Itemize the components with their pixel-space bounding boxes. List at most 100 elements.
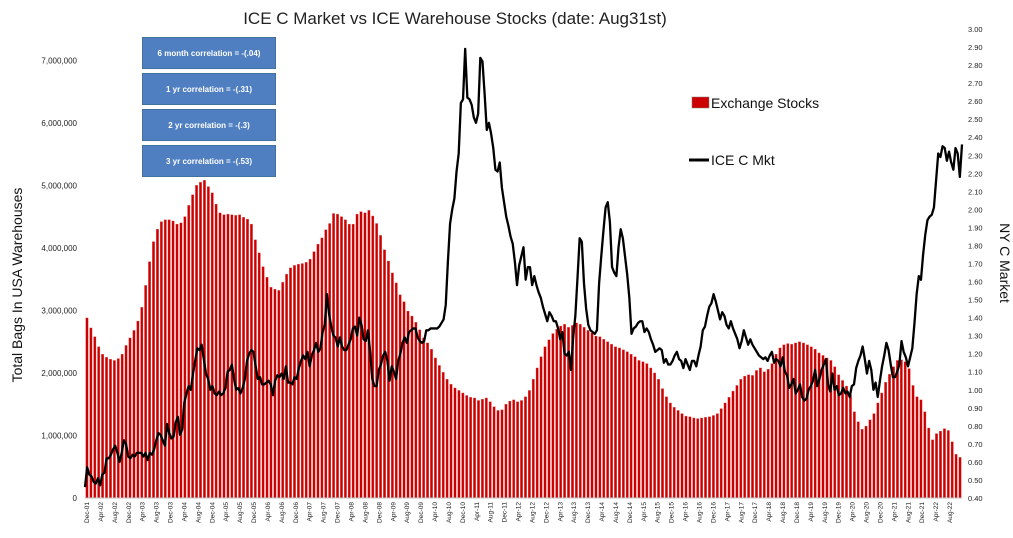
bar xyxy=(457,390,461,499)
x-tick-label: Apr-13 xyxy=(557,502,564,522)
bar xyxy=(218,212,222,499)
bar xyxy=(535,367,539,499)
y2-tick-label: 1.40 xyxy=(968,314,983,323)
bar xyxy=(242,217,245,499)
y2-tick-label: 2.80 xyxy=(968,61,983,70)
bar xyxy=(852,411,856,499)
bar xyxy=(465,395,469,499)
bar xyxy=(277,290,281,499)
bar xyxy=(453,387,457,499)
bar xyxy=(496,410,500,499)
bar xyxy=(578,324,582,499)
bar xyxy=(884,382,888,499)
bar xyxy=(805,344,809,499)
bar xyxy=(316,243,320,499)
x-tick-label: Aug-18 xyxy=(780,502,787,523)
x-tick-label: Aug-09 xyxy=(404,502,411,523)
bar xyxy=(285,273,289,499)
bar xyxy=(516,401,519,499)
bar xyxy=(167,219,171,499)
x-tick-label: Apr-14 xyxy=(599,502,606,522)
bar xyxy=(927,427,931,499)
x-tick-label: Dec-14 xyxy=(627,502,634,523)
bar xyxy=(328,223,332,499)
x-tick-label: Dec-13 xyxy=(585,502,592,523)
bar xyxy=(841,380,844,499)
bar xyxy=(343,219,347,499)
y2-tick-label: 2.40 xyxy=(968,133,983,142)
x-tick-label: Apr-09 xyxy=(390,502,397,522)
bar xyxy=(210,192,214,499)
bar xyxy=(531,379,535,499)
bar xyxy=(582,327,586,499)
bar xyxy=(602,339,606,499)
y-axis-left: 0 1,000,000 2,000,000 3,000,000 4,000,000 5,0… xyxy=(41,56,77,503)
bar xyxy=(943,428,946,499)
bar xyxy=(751,375,754,499)
bar xyxy=(265,277,269,499)
y2-tick-label: 0.50 xyxy=(968,476,983,485)
x-tick-label: Apr-20 xyxy=(850,502,857,522)
x-tick-label: Apr-05 xyxy=(223,502,230,522)
bar xyxy=(109,359,112,499)
bar xyxy=(390,272,394,499)
x-tick-label: Aug-11 xyxy=(488,502,495,523)
bar xyxy=(931,439,934,499)
bar xyxy=(199,182,202,499)
bar xyxy=(93,336,97,499)
x-tick-label: Apr-04 xyxy=(181,502,188,522)
x-tick-label: Aug-03 xyxy=(154,502,161,523)
correlation-label: 1 yr correlation = -(.31) xyxy=(165,84,253,94)
y2-tick-label: 1.30 xyxy=(968,332,983,341)
x-tick-label: Dec-12 xyxy=(543,502,550,523)
bar xyxy=(179,222,183,499)
x-tick-label: Aug-10 xyxy=(446,502,453,523)
y2-tick-label: 2.90 xyxy=(968,43,983,52)
bar xyxy=(520,400,523,499)
bar xyxy=(594,335,598,499)
bar xyxy=(183,216,187,499)
bar xyxy=(297,263,300,499)
bar xyxy=(445,379,449,499)
bar xyxy=(481,399,484,499)
x-tick-label: Dec-08 xyxy=(376,502,383,523)
bar xyxy=(586,330,590,499)
bar xyxy=(187,205,191,499)
bar xyxy=(790,344,794,499)
bar xyxy=(203,180,206,499)
bar xyxy=(676,410,680,499)
bar xyxy=(449,384,453,499)
bar xyxy=(590,332,594,499)
bar xyxy=(802,342,805,499)
bar xyxy=(657,379,660,499)
bar xyxy=(770,363,774,499)
x-tick-label: Aug-22 xyxy=(947,502,954,523)
x-tick-label: Dec-09 xyxy=(418,502,425,523)
correlation-label: 2 yr correlation = -(.3) xyxy=(168,120,250,130)
y-tick-label: 3,000,000 xyxy=(41,306,77,315)
bar xyxy=(441,372,445,499)
bar xyxy=(508,400,512,499)
bar xyxy=(402,301,406,499)
bar xyxy=(911,385,915,499)
bar xyxy=(625,351,629,499)
bar xyxy=(907,368,911,499)
bar xyxy=(727,397,731,499)
bar xyxy=(105,357,108,499)
legend-label-exchange-stocks: Exchange Stocks xyxy=(711,95,819,111)
bar xyxy=(555,329,559,499)
x-tick-label: Aug-21 xyxy=(905,502,912,523)
correlation-box-6-month: 6 month correlation = -(.04) xyxy=(142,37,276,69)
bar xyxy=(234,215,238,499)
bar xyxy=(809,346,813,499)
x-tick-label: Dec-03 xyxy=(168,502,175,523)
bar xyxy=(195,185,198,499)
legend-label-ice-c-mkt: ICE C Mkt xyxy=(711,152,775,168)
bar xyxy=(340,216,343,499)
bar xyxy=(665,396,668,499)
x-tick-label: Aug-16 xyxy=(697,502,704,523)
y2-tick-label: 1.10 xyxy=(968,368,983,377)
bar xyxy=(171,220,175,499)
bar xyxy=(661,388,664,499)
bar xyxy=(418,329,422,499)
